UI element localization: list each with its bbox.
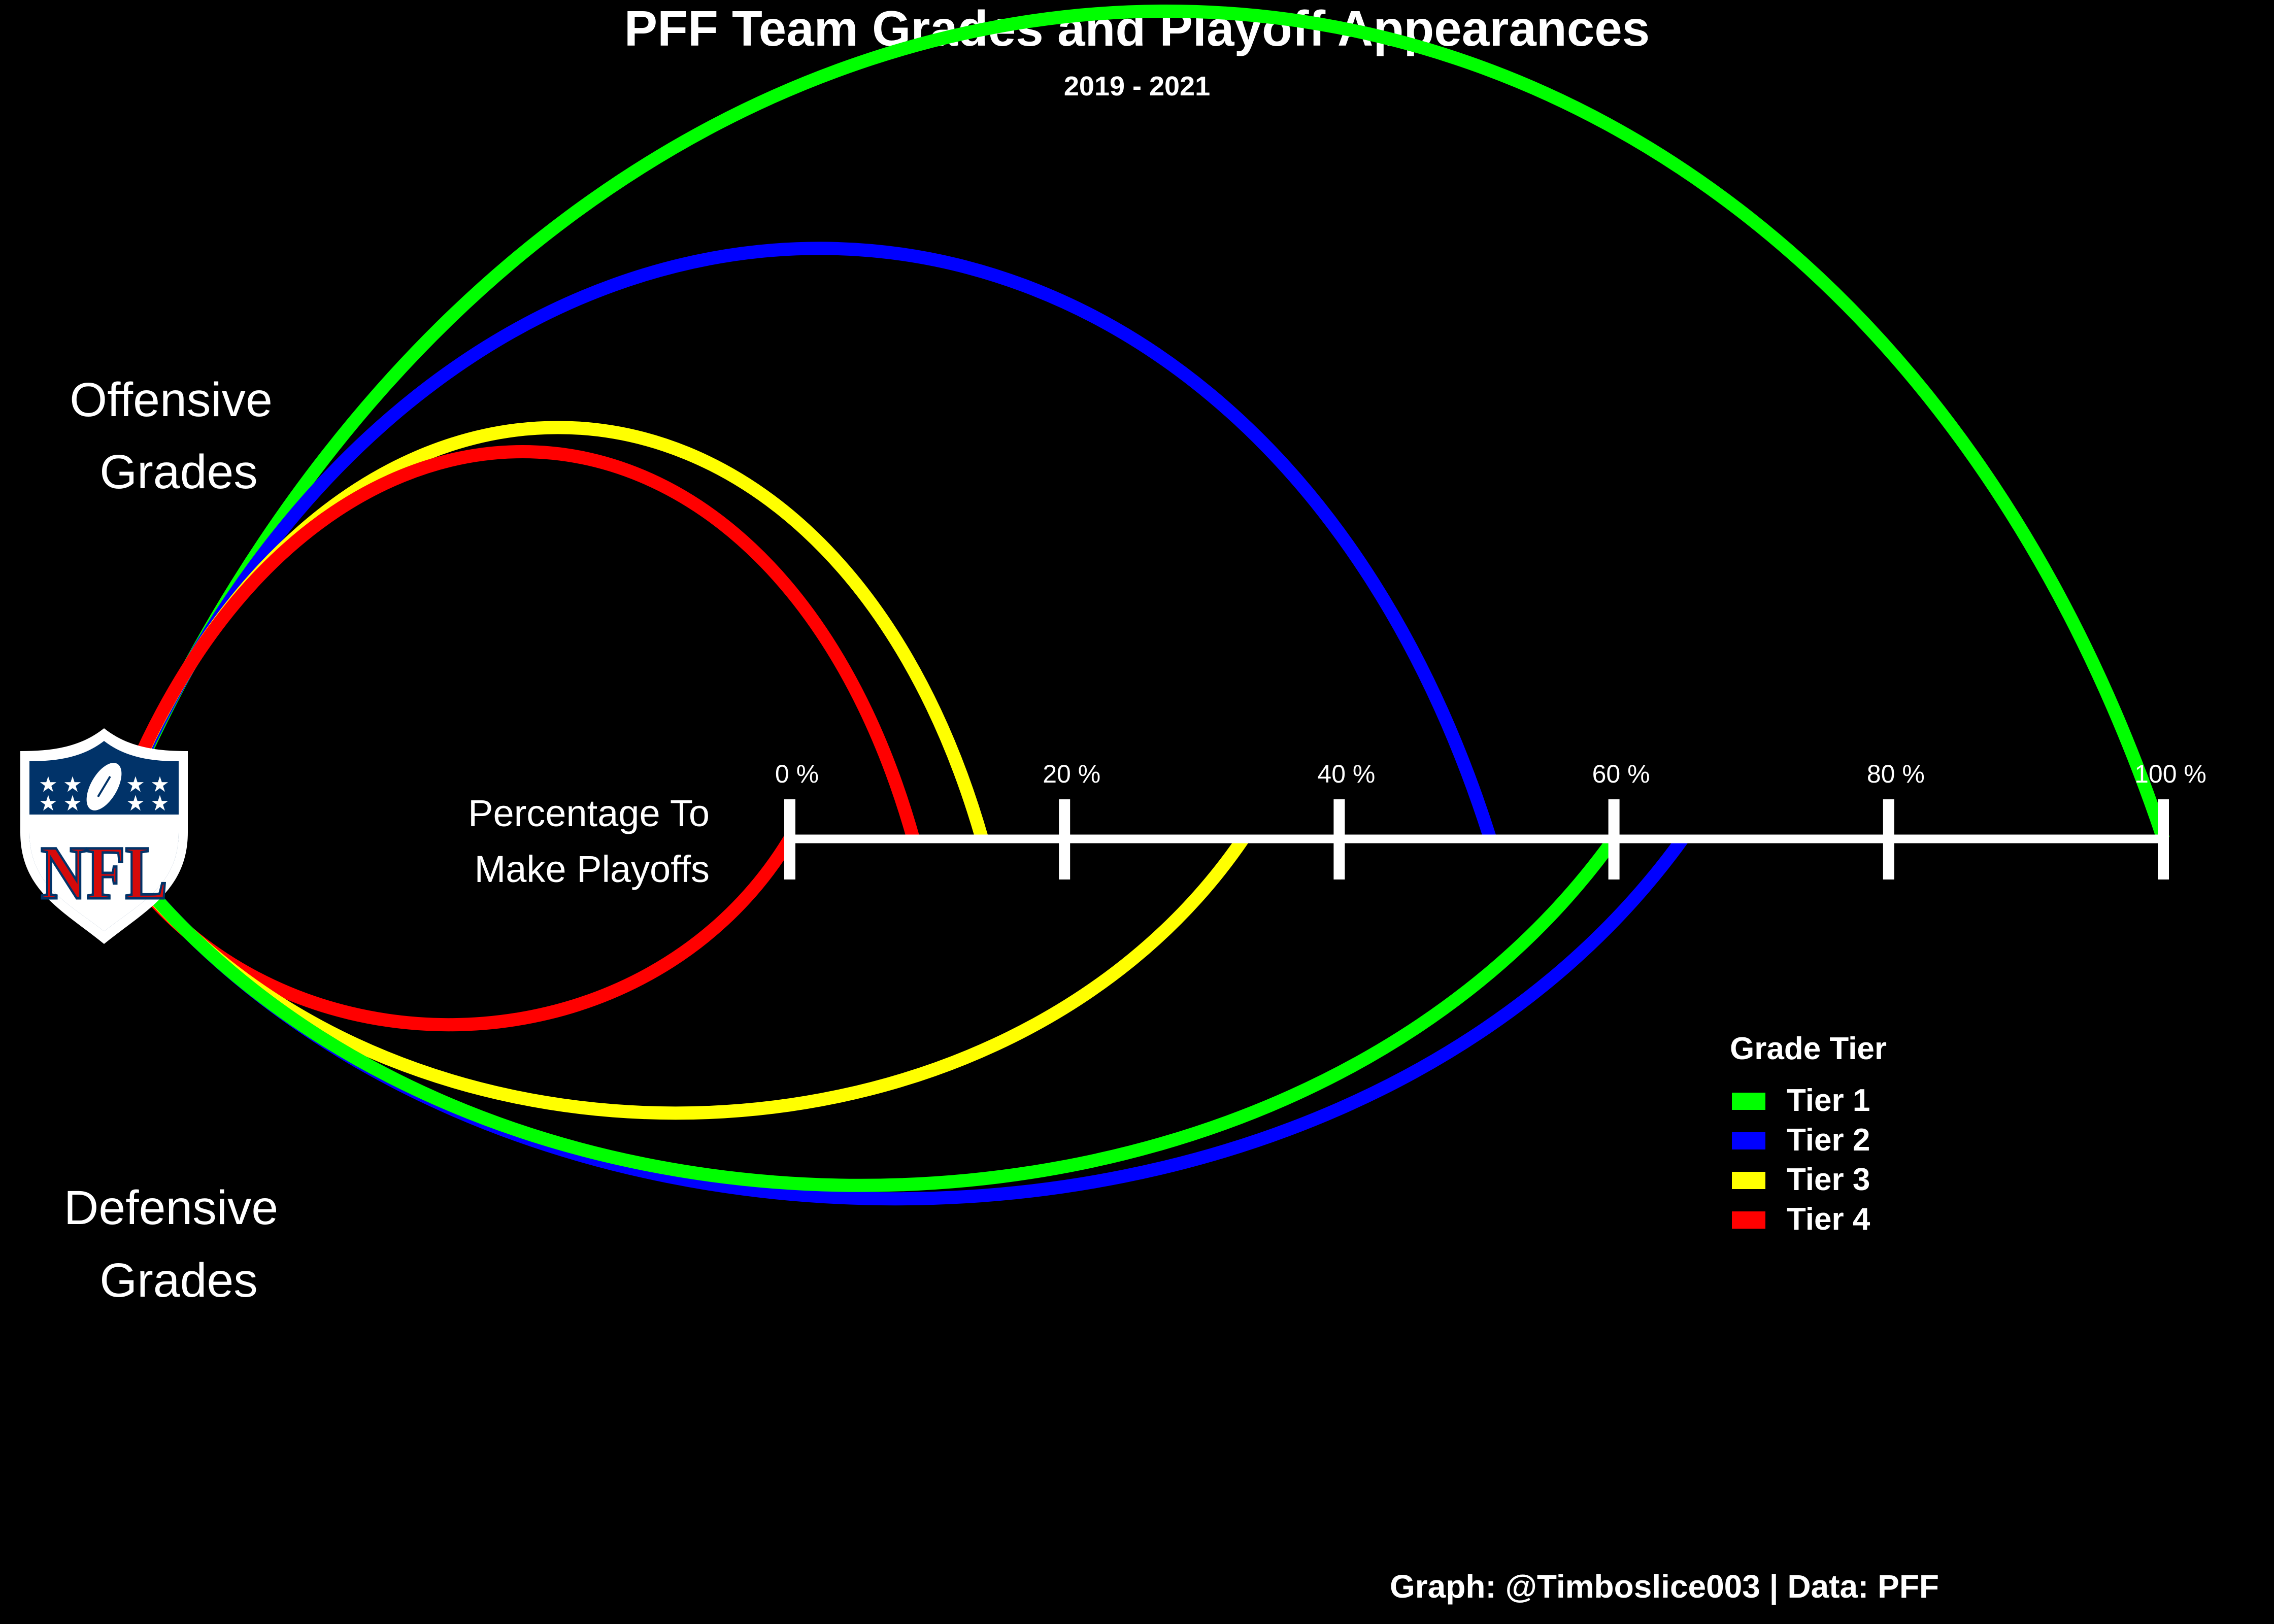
svg-text:★: ★ xyxy=(150,791,170,816)
nfl-logo-text: NFL xyxy=(41,831,168,915)
defensive-label-line-2: Grades xyxy=(99,1254,258,1307)
defensive-curve-1 xyxy=(102,834,1620,1192)
legend-label-4: Tier 4 xyxy=(1787,1202,1870,1237)
axis-tick-label-80: 80 % xyxy=(1867,760,1925,788)
axis-tick-label-20: 20 % xyxy=(1043,760,1100,788)
series-curves xyxy=(101,5,2170,1206)
legend-label-2: Tier 2 xyxy=(1787,1123,1870,1158)
offensive-curve-4 xyxy=(101,445,920,841)
axis-tick-label-40: 40 % xyxy=(1317,760,1375,788)
axis-tick-label-0: 0 % xyxy=(775,760,819,788)
axis-tick-label-100: 100 % xyxy=(2134,760,2206,788)
svg-text:★: ★ xyxy=(39,791,58,816)
svg-text:★: ★ xyxy=(150,772,170,797)
legend-label-3: Tier 3 xyxy=(1787,1162,1870,1197)
legend-swatch-1 xyxy=(1732,1093,1765,1110)
chart-subtitle: 2019 - 2021 xyxy=(1064,71,1210,101)
offensive-curve-2 xyxy=(101,242,1497,841)
offensive-label-line-2: Grades xyxy=(99,445,258,499)
legend-swatch-4 xyxy=(1732,1211,1765,1229)
axis-label-line-1: Percentage To xyxy=(468,792,710,834)
svg-text:★: ★ xyxy=(126,791,145,816)
offensive-label-line-1: Offensive xyxy=(70,373,273,427)
offensive-curve-1 xyxy=(101,5,2170,841)
percentage-axis: 0 % 20 % 40 % 60 % 80 % 100 % xyxy=(775,760,2206,879)
legend: Grade Tier Tier 1 Tier 2 Tier 3 Tier 4 xyxy=(1730,1031,1887,1237)
svg-text:★: ★ xyxy=(63,772,82,797)
axis-tick-label-60: 60 % xyxy=(1592,760,1650,788)
axis-label-line-2: Make Playoffs xyxy=(475,848,710,890)
nfl-shield-logo: ★ ★ ★ ★ ★ ★ ★ ★ NFL xyxy=(20,728,188,944)
legend-label-1: Tier 1 xyxy=(1787,1083,1870,1118)
legend-title: Grade Tier xyxy=(1730,1031,1887,1066)
svg-text:★: ★ xyxy=(39,772,58,797)
svg-text:★: ★ xyxy=(63,791,82,816)
legend-swatch-2 xyxy=(1732,1132,1765,1149)
legend-swatch-3 xyxy=(1732,1172,1765,1189)
svg-text:★: ★ xyxy=(126,772,145,797)
caption: Graph: @Timboslice003 | Data: PFF xyxy=(1390,1568,1939,1605)
defensive-label-line-1: Defensive xyxy=(64,1181,278,1235)
